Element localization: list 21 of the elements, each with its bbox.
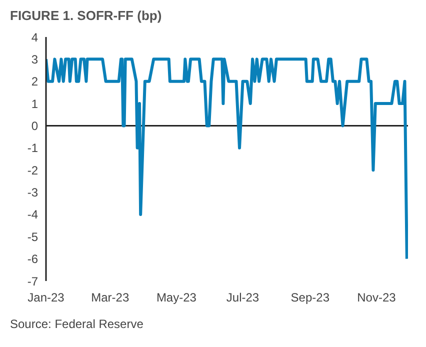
- y-tick-label: -4: [27, 208, 38, 222]
- line-series: [46, 58, 408, 260]
- y-tick-label: 4: [31, 30, 38, 44]
- x-tick-label: Nov-23: [357, 290, 396, 305]
- x-tick-label: Jan-23: [28, 290, 65, 305]
- y-tick-label: -2: [27, 163, 38, 178]
- x-tick-label: Mar-23: [91, 290, 130, 305]
- y-tick-label: 3: [31, 52, 38, 66]
- source-note: Source: Federal Reserve: [10, 317, 144, 331]
- x-tick-label: Jul-23: [226, 290, 260, 305]
- y-tick-label: -7: [27, 274, 38, 288]
- x-tick-label: Sep-23: [290, 290, 330, 305]
- y-tick-label: -3: [27, 186, 38, 200]
- y-tick-label: 1: [31, 96, 38, 111]
- y-tick-label: 0: [31, 118, 38, 133]
- x-tick-label: May-23: [156, 290, 197, 305]
- y-tick-label: -6: [27, 252, 38, 266]
- y-tick-label: -1: [27, 141, 38, 156]
- y-tick-label: -5: [27, 230, 38, 244]
- y-tick-label: 2: [31, 74, 38, 89]
- chart-title: FIGURE 1. SOFR-FF (bp): [10, 8, 163, 23]
